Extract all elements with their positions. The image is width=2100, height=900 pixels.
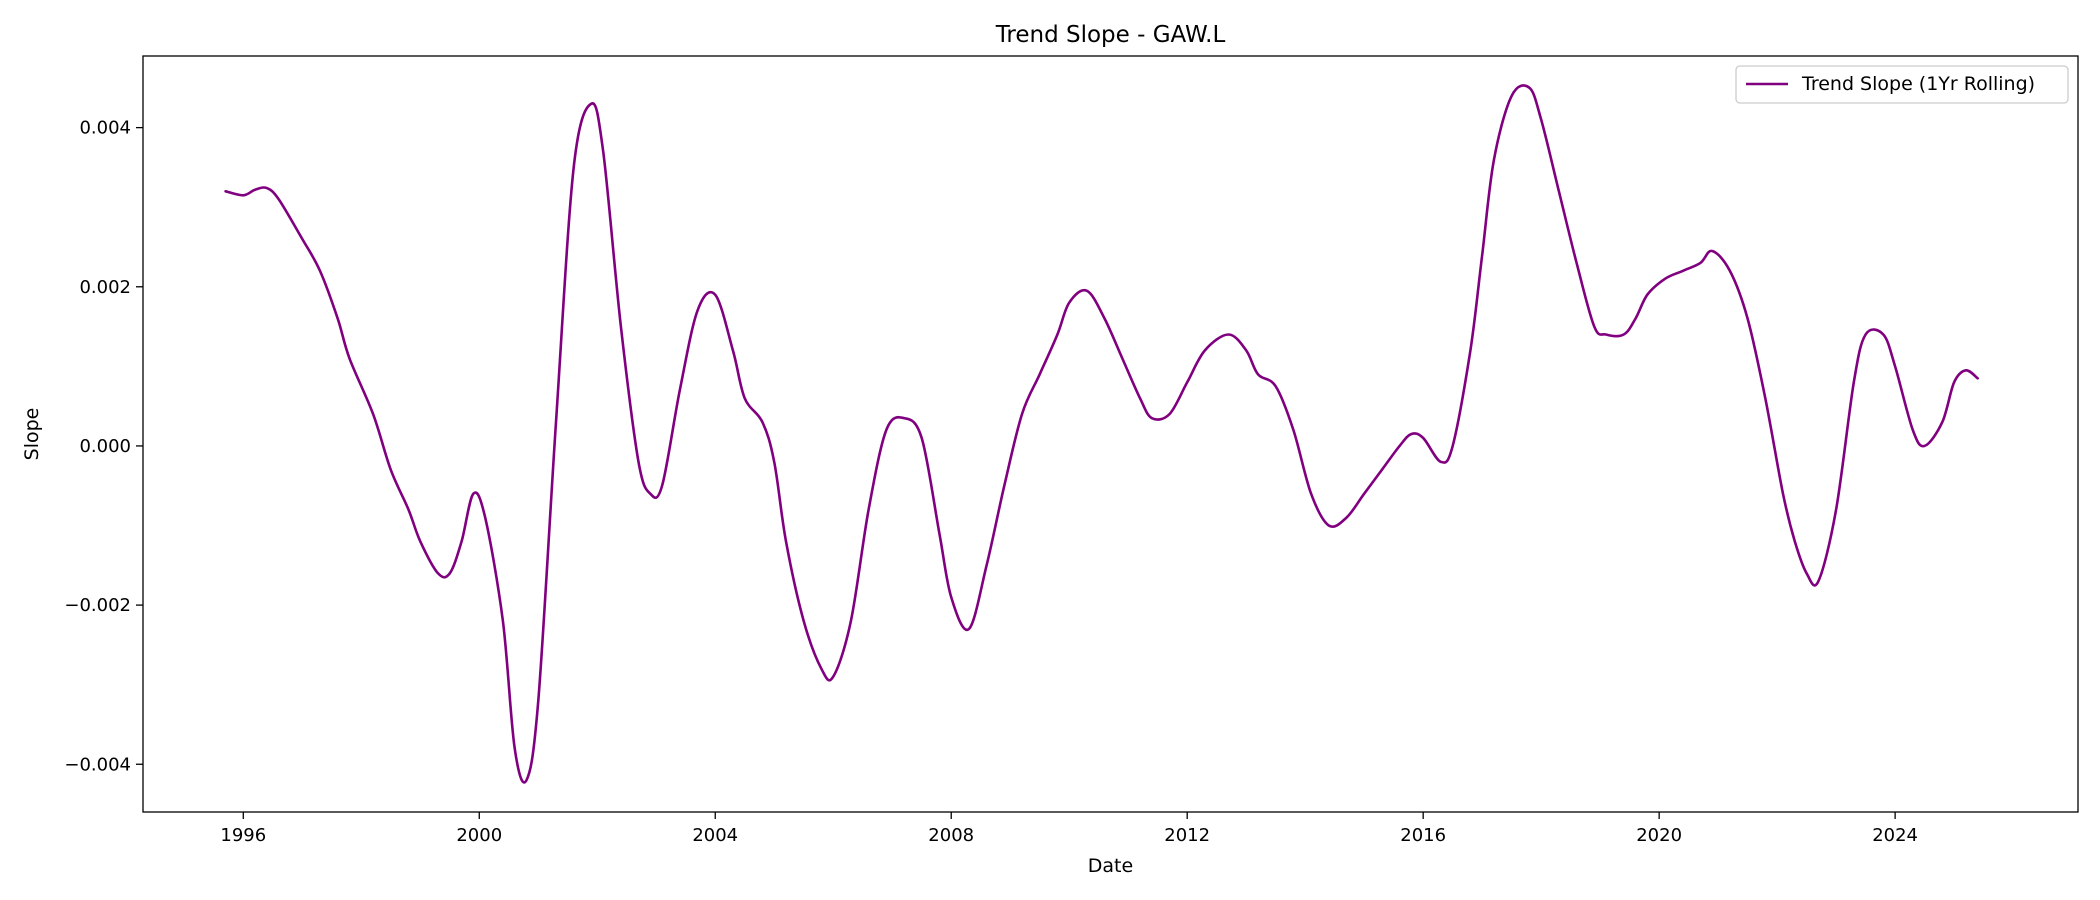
y-tick-label: 0.002 <box>79 277 131 298</box>
x-axis-title: Date <box>1088 855 1133 877</box>
y-axis-title: Slope <box>21 408 43 461</box>
legend: Trend Slope (1Yr Rolling) <box>1735 65 2069 104</box>
y-tick-label: −0.004 <box>64 754 131 775</box>
y-tick-label: 0.000 <box>79 436 131 457</box>
x-tick-label: 2016 <box>1400 825 1446 846</box>
x-tick-label: 2004 <box>692 825 738 846</box>
y-tick-label: 0.004 <box>79 118 131 139</box>
x-tick-label: 2008 <box>928 825 974 846</box>
x-tick-label: 2000 <box>456 825 502 846</box>
y-axis-ticks: −0.004 −0.002 0.000 0.002 0.004 <box>64 118 143 775</box>
plot-area-frame <box>142 55 2079 813</box>
x-axis-ticks: 1996 2000 2004 2008 2012 2016 2020 2024 <box>220 812 1918 846</box>
x-tick-label: 2024 <box>1872 825 1918 846</box>
legend-box <box>1735 65 2069 104</box>
x-tick-label: 1996 <box>220 825 266 846</box>
trend-slope-line <box>224 84 1979 784</box>
y-tick-label: −0.002 <box>64 595 131 616</box>
chart-title: Trend Slope - GAW.L <box>995 22 1226 48</box>
x-tick-label: 2012 <box>1164 825 1210 846</box>
legend-label: Trend Slope (1Yr Rolling) <box>1801 73 2035 95</box>
x-tick-label: 2020 <box>1636 825 1682 846</box>
